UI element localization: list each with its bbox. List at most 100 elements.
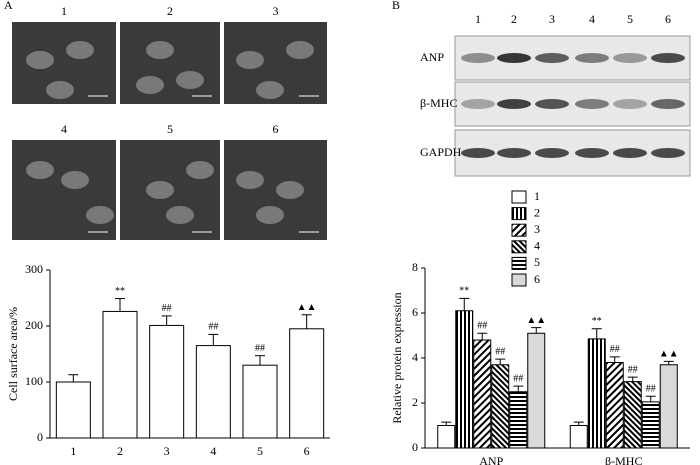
significance-mark: ## [477,321,487,332]
lane-label: 1 [475,12,481,26]
cell [166,206,194,224]
error-bar [495,358,506,365]
x-tick-label: 5 [257,444,263,458]
micrographs: 1 2 3 4 5 6 [12,4,327,240]
legend-swatch [511,207,527,221]
image-label: 6 [273,122,279,136]
y-axis-label: Cell surface area/% [6,307,20,401]
y-tick-label: 4 [412,350,418,364]
bar [659,364,678,449]
legend-label: 5 [534,255,540,269]
y-tick-label: 6 [412,305,418,319]
significance-mark: ## [610,344,620,355]
significance-mark: ## [208,322,218,333]
significance-mark: ▲▲ [526,315,546,326]
band [497,148,531,158]
bar [55,381,91,439]
image-label: 5 [167,122,173,136]
cell [66,41,94,59]
bar [527,332,546,449]
error-bar [208,333,219,346]
x-tick-label: 4 [210,444,216,458]
x-tick-label: 6 [304,444,310,458]
cell [61,171,89,189]
error-bar [459,297,470,311]
y-tick-label: 0 [412,440,418,454]
error-bar [609,356,620,363]
cell [136,76,164,94]
significance-mark: ▲▲ [297,302,317,313]
cell [146,181,174,199]
error-bar [255,355,265,366]
cell [46,81,74,99]
band [535,53,569,63]
cell [146,41,174,59]
legend-label: 4 [534,239,540,253]
cell [26,51,54,69]
y-tick-label: 200 [25,318,43,332]
cell [276,181,304,199]
error-bar [627,376,638,382]
error-bar [645,395,656,402]
band [651,148,685,158]
band [461,53,495,63]
x-tick-label: 1 [70,444,76,458]
cell [236,51,264,69]
error-bar [115,298,125,312]
row-label: β-MHC [420,96,457,110]
y-axis-label: Relative protein expression [390,292,404,423]
band [497,53,531,63]
cell [26,161,54,179]
bar [242,364,278,439]
bar [455,310,474,449]
y-tick-label: 100 [25,374,43,388]
band [651,53,685,63]
error-bar [68,374,79,382]
bar [623,381,642,449]
lane-label: 3 [549,12,555,26]
western-blots: 1 2 3 4 5 6 ANP β-MHC GAPDH [420,12,691,177]
cell [176,71,204,89]
error-bar [513,385,524,392]
band [497,99,531,109]
legend-swatch [511,223,527,237]
micrograph [224,140,327,240]
x-tick-label: β-MHC [605,454,642,465]
bar [587,338,606,449]
y-tick-label: 0 [37,430,43,444]
error-bar [573,421,584,426]
y-tick-label: 2 [412,395,418,409]
x-tick-label: 2 [117,444,123,458]
legend-label: 1 [534,189,540,203]
cell [86,206,114,224]
image-label: 4 [61,122,67,136]
cell [286,41,314,59]
band [461,99,495,109]
cell [236,171,264,189]
lane-label: 2 [511,12,517,26]
lane-label: 4 [589,12,595,26]
error-bar [663,360,674,365]
legend-label: 3 [534,222,540,236]
band [613,53,647,63]
band [535,99,569,109]
error-bar [441,421,452,426]
band [575,148,609,158]
significance-mark: ## [162,303,172,314]
significance-mark: ** [459,286,469,297]
bar [569,425,588,449]
cell [256,206,284,224]
bar [641,401,660,449]
bar [491,364,510,449]
image-label: 3 [273,4,279,18]
x-tick-label: ANP [479,454,503,465]
micrograph [12,140,116,240]
micrograph [120,22,220,104]
band [535,148,569,158]
bar [605,362,624,449]
cell [256,81,284,99]
row-label: GAPDH [420,145,462,159]
bar [509,391,528,449]
error-bar [591,328,602,339]
error-bar [477,332,488,340]
